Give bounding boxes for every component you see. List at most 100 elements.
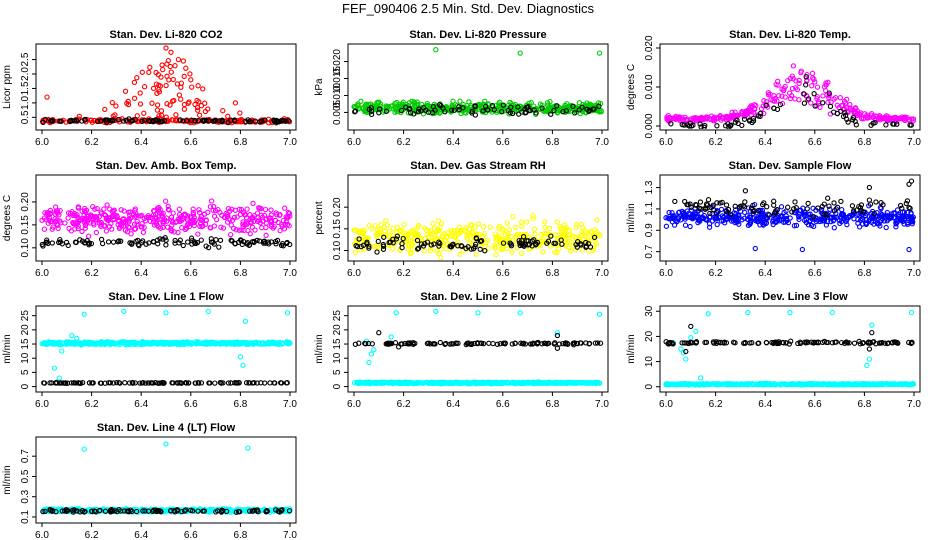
x-tick-label: 6.6 [184, 399, 198, 410]
data-point [829, 309, 835, 316]
data-point [110, 208, 117, 214]
data-point [760, 381, 766, 387]
data-point [436, 239, 442, 245]
data-point [693, 201, 699, 208]
data-point [141, 84, 148, 90]
data-point [696, 218, 703, 224]
data-point [422, 225, 428, 231]
data-point [551, 107, 557, 114]
data-point [375, 380, 381, 386]
data-point [109, 213, 115, 219]
data-point [102, 117, 109, 123]
data-point [150, 380, 156, 386]
data-point [183, 65, 189, 71]
data-point [513, 380, 519, 386]
data-point [74, 335, 80, 342]
data-point [801, 100, 808, 106]
x-tick-label: 6.0 [659, 268, 673, 279]
data-point [709, 218, 716, 224]
data-point [593, 240, 599, 246]
data-point [792, 199, 798, 205]
data-point [723, 113, 730, 120]
data-point [193, 380, 199, 386]
data-point [188, 235, 195, 241]
data-point [583, 230, 590, 236]
data-point [64, 339, 70, 345]
data-point [736, 221, 742, 227]
data-point [688, 335, 694, 341]
data-point [198, 103, 205, 109]
data-point [489, 103, 496, 109]
data-point [782, 94, 788, 100]
data-point [784, 381, 791, 388]
data-point [493, 380, 499, 386]
data-point [256, 238, 263, 244]
data-point [871, 221, 877, 227]
data-point [242, 318, 249, 324]
x-tick-label: 6.2 [397, 399, 411, 410]
data-point [142, 380, 149, 386]
data-point [206, 380, 212, 386]
data-point [538, 231, 544, 238]
data-point [240, 118, 246, 124]
y-tick-label: 0.5 [20, 110, 31, 124]
data-point [498, 246, 504, 253]
data-point [65, 210, 72, 216]
data-point [102, 212, 109, 218]
data-point [591, 234, 598, 241]
x-tick-label: 6.2 [397, 268, 411, 279]
series-magenta [664, 63, 917, 125]
data-point [110, 380, 117, 386]
series-cyan [351, 308, 603, 387]
data-point [909, 339, 915, 345]
data-point [81, 311, 87, 317]
data-point [216, 340, 222, 346]
data-point [217, 209, 223, 216]
data-point [72, 340, 79, 347]
data-point [866, 346, 873, 352]
data-point [693, 328, 699, 335]
data-point [115, 116, 121, 123]
data-point [866, 356, 873, 362]
data-point [126, 380, 133, 386]
data-point [758, 110, 764, 116]
data-point [66, 225, 72, 232]
x-tick-label: 6.2 [397, 137, 411, 148]
data-point [284, 310, 291, 316]
x-tick-label: 6.8 [233, 268, 247, 279]
data-point [421, 105, 427, 111]
data-point [894, 207, 901, 213]
data-point [837, 220, 843, 227]
data-point [908, 122, 914, 128]
data-point [749, 119, 755, 126]
data-point [814, 94, 820, 100]
data-point [180, 118, 186, 124]
data-point [111, 340, 117, 346]
points-layer [351, 212, 603, 260]
data-point [368, 105, 374, 111]
data-point [785, 204, 791, 210]
chart-panel: Stan. Dev. Li-820 Temp.degrees C6.0 6.2 6.… [626, 29, 921, 148]
data-point [482, 103, 489, 109]
plot-frame [35, 174, 297, 262]
data-point [786, 341, 792, 347]
panel-title: Stan. Dev. Line 1 Flow [108, 291, 224, 303]
data-point [851, 340, 858, 346]
data-point [742, 340, 748, 346]
data-point [403, 231, 410, 237]
data-point [702, 205, 709, 211]
data-point [390, 240, 396, 246]
y-tick-label: 0 [20, 383, 31, 389]
data-point [72, 213, 79, 219]
data-point [42, 116, 48, 123]
data-point [838, 198, 844, 205]
data-point [186, 380, 192, 386]
data-point [754, 218, 760, 224]
data-point [363, 341, 369, 347]
data-point [433, 47, 439, 53]
data-point [385, 340, 391, 346]
data-point [771, 105, 777, 111]
data-point [185, 239, 191, 245]
data-point [154, 107, 161, 113]
data-point [516, 237, 522, 244]
